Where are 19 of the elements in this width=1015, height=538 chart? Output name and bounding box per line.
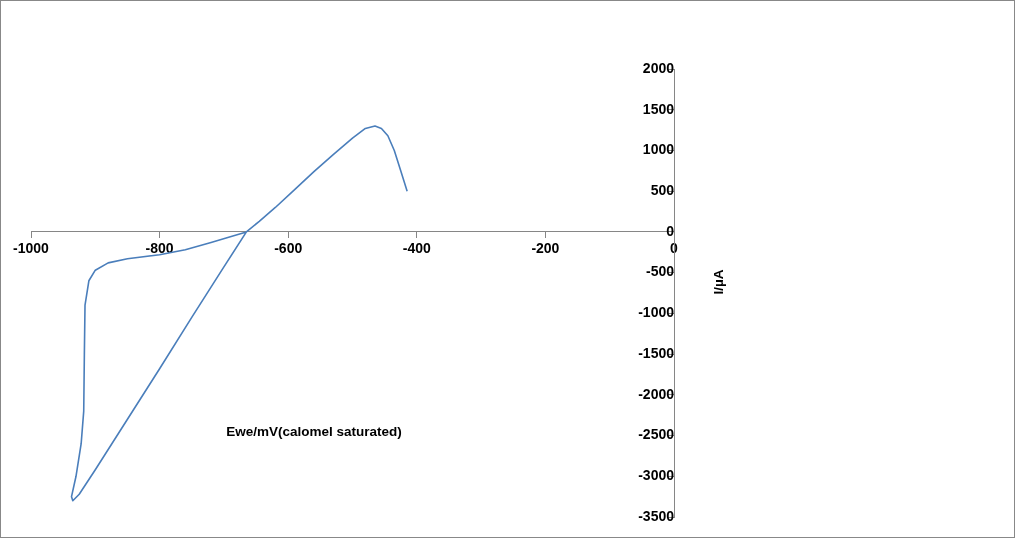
x-axis-title: Ewe/mV(calomel saturated) (226, 423, 402, 439)
y-tick-label: 500 (650, 182, 675, 199)
y-tick-label: -1000 (638, 304, 675, 321)
y-tick-label: -2000 (638, 385, 675, 402)
y-tick-label: -1500 (638, 344, 675, 361)
y-tick-label: 1000 (642, 141, 675, 158)
y-tick-label: -3000 (638, 467, 675, 484)
y-tick-label: -2500 (638, 426, 675, 443)
x-tick-label: -1000 (13, 240, 50, 257)
y-tick-label: 0 (666, 222, 675, 239)
x-tick-label: -200 (531, 240, 560, 257)
y-tick-label: 1500 (642, 100, 675, 117)
y-axis-title: I/µA (710, 269, 726, 295)
x-tick-label: -600 (274, 240, 303, 257)
y-tick-label: -500 (645, 263, 675, 280)
x-tick-label: -400 (402, 240, 432, 257)
x-tick-label: -800 (145, 240, 174, 257)
y-tick-label: 2000 (642, 59, 675, 76)
y-tick-label: -3500 (638, 507, 675, 524)
